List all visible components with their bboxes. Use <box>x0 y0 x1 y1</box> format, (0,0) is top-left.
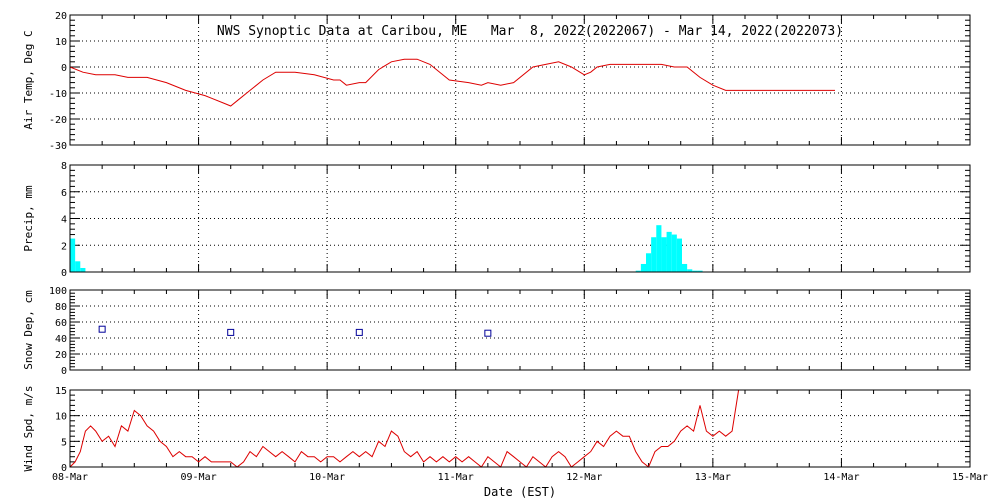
precip-bar <box>682 263 688 272</box>
precip-bar <box>687 269 693 272</box>
precip-bar <box>651 237 657 272</box>
x-axis-label: Date (EST) <box>484 485 556 499</box>
x-tick-label: 14-Mar <box>823 472 859 483</box>
y-tick-label: 2 <box>61 241 67 252</box>
air-temp-series-line <box>69 58 835 107</box>
y-tick-label: 0 <box>61 463 67 474</box>
snow-depth-point <box>98 325 106 333</box>
precip-bar <box>635 270 641 272</box>
y-tick-label: 6 <box>61 188 67 199</box>
precip-bar <box>656 225 662 272</box>
x-tick-label: 10-Mar <box>309 472 345 483</box>
precip-bar <box>75 261 81 272</box>
x-tick-label: 09-Mar <box>181 472 217 483</box>
y-tick-label: 100 <box>49 286 67 297</box>
precip-bar <box>676 238 682 272</box>
chart-title: NWS Synoptic Data at Caribou, ME Mar 8, … <box>217 24 843 39</box>
y-tick-label: 8 <box>61 161 67 172</box>
panel-frame <box>69 289 971 371</box>
precip-bar <box>666 231 672 272</box>
y-tick-label: 0 <box>61 366 67 377</box>
x-tick-label: 12-Mar <box>566 472 602 483</box>
y-axis-label: Precip, mm <box>22 185 35 252</box>
precip-bar <box>671 234 677 272</box>
y-axis-label: Snow Dep, cm <box>22 290 35 370</box>
precip-bar <box>640 263 646 272</box>
x-tick-label: 15-Mar <box>952 472 988 483</box>
precip-bar <box>80 267 86 272</box>
y-tick-label: 80 <box>55 302 67 313</box>
y-tick-label: 60 <box>55 318 67 329</box>
y-tick-label: 15 <box>55 386 67 397</box>
precip-bar <box>661 237 667 272</box>
y-tick-label: 20 <box>55 11 67 22</box>
precip-bar <box>646 253 652 272</box>
y-tick-label: 4 <box>61 215 67 226</box>
precip-bar <box>697 270 703 272</box>
y-tick-label: -30 <box>49 141 67 152</box>
y-tick-label: 20 <box>55 350 67 361</box>
snow-depth-point <box>484 329 492 337</box>
snow-depth-point <box>355 328 363 336</box>
wind-speed-series-line <box>69 389 740 468</box>
y-tick-label: -20 <box>49 115 67 126</box>
x-tick-label: 11-Mar <box>438 472 474 483</box>
y-tick-label: 10 <box>55 412 67 423</box>
y-tick-label: 0 <box>61 63 67 74</box>
y-axis-label: Wind Spd, m/s <box>22 385 35 471</box>
y-tick-label: 0 <box>61 268 67 279</box>
y-tick-label: 40 <box>55 334 67 345</box>
y-tick-label: 5 <box>61 437 67 448</box>
snow-depth-point <box>227 328 235 336</box>
x-tick-label: 08-Mar <box>52 472 88 483</box>
x-tick-label: 13-Mar <box>695 472 731 483</box>
y-tick-label: 10 <box>55 37 67 48</box>
precip-bar <box>70 238 76 272</box>
precip-bar <box>692 270 698 272</box>
y-tick-label: -10 <box>49 89 67 100</box>
y-axis-label: Air Temp, Deg C <box>22 30 35 129</box>
panel-frame <box>69 14 971 146</box>
panel-frame <box>69 389 971 468</box>
panel-frame <box>69 164 971 273</box>
